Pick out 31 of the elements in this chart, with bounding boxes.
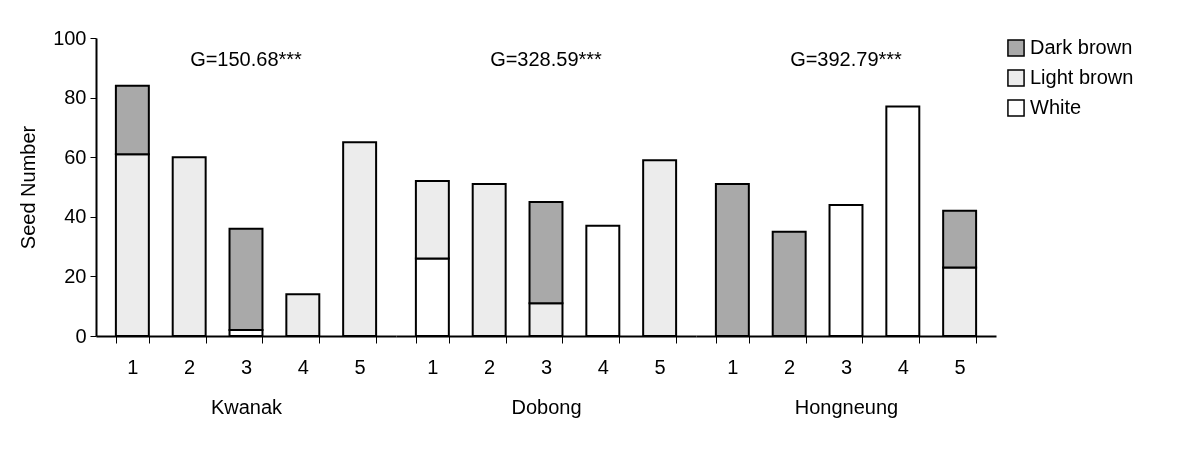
x-tick-label: 5 [354,355,366,378]
y-tick-label: 20 [64,264,87,287]
y-tick-label: 80 [64,86,87,109]
x-axis-title: Hongneung [794,395,899,418]
x-tick-label: 5 [954,355,966,378]
x-tick-label: 2 [484,355,496,378]
x-axis-title: Dobong [511,395,582,418]
x-tick-label: 4 [597,355,609,378]
y-tick-label: 60 [64,145,87,168]
x-tick-label: 2 [784,355,796,378]
y-tick-label: 0 [75,324,87,347]
y-tick-label: 40 [64,205,87,228]
x-tick-label: 4 [897,355,909,378]
annotation: G=150.68*** [190,48,303,70]
y-tick-label: 100 [53,26,87,49]
annotation: G=392.79*** [790,48,903,70]
x-tick-label: 2 [184,355,196,378]
x-tick-label: 1 [127,355,139,378]
x-tick-label: 1 [427,355,439,378]
x-tick-label: 3 [240,355,253,378]
x-tick-label: 1 [727,355,739,378]
y-axis-title: Seed Number [17,125,40,250]
x-axis-title: Kwanak [210,395,284,418]
x-tick-label: 4 [297,355,309,378]
legend-label: Light brown [1030,66,1134,88]
annotation: G=328.59*** [490,48,603,70]
x-tick-label: 3 [840,355,853,378]
legend-label: White [1030,96,1082,118]
x-tick-label: 5 [654,355,666,378]
legend-label: Dark brown [1030,36,1133,58]
x-tick-label: 3 [540,355,553,378]
